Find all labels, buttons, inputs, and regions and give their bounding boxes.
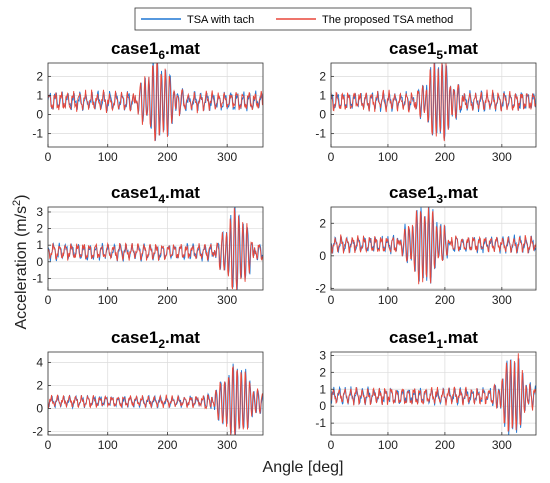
x-tick-label: 0 bbox=[328, 293, 335, 307]
legend: TSA with tach The proposed TSA method bbox=[134, 7, 472, 31]
y-tick-label: -2 bbox=[315, 281, 326, 295]
x-tick-label: 0 bbox=[45, 438, 52, 452]
y-tick-label: 4 bbox=[36, 355, 43, 369]
x-tick-label: 200 bbox=[157, 150, 177, 164]
y-tick-label: 3 bbox=[319, 348, 326, 362]
y-tick-label: 1 bbox=[319, 382, 326, 396]
y-tick-label: -1 bbox=[315, 127, 326, 141]
axes-frame bbox=[330, 351, 537, 436]
x-tick-label: 100 bbox=[98, 150, 118, 164]
y-tick-label: 1 bbox=[36, 238, 43, 252]
y-tick-label: -1 bbox=[315, 416, 326, 430]
y-tick-label: -1 bbox=[32, 271, 43, 285]
subplot-title: case13.mat bbox=[389, 183, 478, 206]
series-line-proposed-tsa bbox=[48, 208, 263, 290]
legend-label-tach: TSA with tach bbox=[187, 14, 254, 26]
x-tick-label: 300 bbox=[492, 150, 512, 164]
x-tick-label: 300 bbox=[492, 438, 512, 452]
x-axis-label: Angle [deg] bbox=[263, 459, 344, 476]
x-tick-label: 300 bbox=[217, 293, 237, 307]
y-tick-label: 1 bbox=[319, 88, 326, 102]
y-tick-label: 0 bbox=[36, 108, 43, 122]
y-tick-label: 1 bbox=[36, 88, 43, 102]
x-tick-label: 100 bbox=[378, 150, 398, 164]
x-tick-label: 300 bbox=[492, 293, 512, 307]
series-line-proposed-tsa bbox=[48, 63, 263, 142]
subplot-title: case15.mat bbox=[389, 39, 478, 62]
x-tick-label: 200 bbox=[157, 438, 177, 452]
y-tick-label: 3 bbox=[36, 205, 43, 219]
legend-label-proposed: The proposed TSA method bbox=[322, 14, 453, 26]
x-tick-label: 200 bbox=[435, 150, 455, 164]
subplot-title: case12.mat bbox=[111, 328, 200, 351]
y-tick-label: 0 bbox=[319, 399, 326, 413]
y-tick-label: 0 bbox=[36, 401, 43, 415]
x-tick-label: 0 bbox=[45, 150, 52, 164]
x-tick-label: 200 bbox=[435, 438, 455, 452]
x-tick-label: 0 bbox=[328, 438, 335, 452]
x-tick-label: 100 bbox=[378, 293, 398, 307]
x-tick-label: 300 bbox=[217, 150, 237, 164]
series-line-proposed-tsa bbox=[331, 63, 536, 142]
x-tick-label: 200 bbox=[435, 293, 455, 307]
subplot-title: case16.mat bbox=[111, 39, 200, 62]
x-tick-label: 100 bbox=[98, 438, 118, 452]
series-line-proposed-tsa bbox=[331, 207, 536, 285]
y-tick-label: -2 bbox=[32, 425, 43, 439]
y-tick-label: 2 bbox=[36, 378, 43, 392]
x-tick-label: 100 bbox=[98, 293, 118, 307]
axes-frame bbox=[47, 206, 264, 291]
x-tick-label: 300 bbox=[217, 438, 237, 452]
y-tick-label: 2 bbox=[36, 222, 43, 236]
y-tick-label: 0 bbox=[36, 255, 43, 269]
axes-frame bbox=[47, 62, 264, 148]
axes-frame bbox=[330, 206, 537, 291]
y-tick-label: -1 bbox=[32, 127, 43, 141]
y-tick-label: 2 bbox=[36, 69, 43, 83]
y-tick-label: 0 bbox=[319, 108, 326, 122]
x-tick-label: 0 bbox=[45, 293, 52, 307]
y-tick-label: 2 bbox=[319, 69, 326, 83]
x-tick-label: 0 bbox=[328, 150, 335, 164]
axes-frame bbox=[330, 62, 537, 148]
series-line-proposed-tsa bbox=[331, 353, 536, 432]
subplot-title: case11.mat bbox=[389, 328, 478, 351]
y-axis-label: Acceleration (m/s2) bbox=[11, 194, 30, 329]
y-tick-label: 0 bbox=[319, 249, 326, 263]
y-tick-label: 2 bbox=[319, 216, 326, 230]
axes-frame bbox=[47, 351, 264, 436]
subplot-title: case14.mat bbox=[111, 183, 200, 206]
y-tick-label: 2 bbox=[319, 365, 326, 379]
x-tick-label: 100 bbox=[378, 438, 398, 452]
x-tick-label: 200 bbox=[157, 293, 177, 307]
series-line-proposed-tsa bbox=[48, 365, 263, 435]
